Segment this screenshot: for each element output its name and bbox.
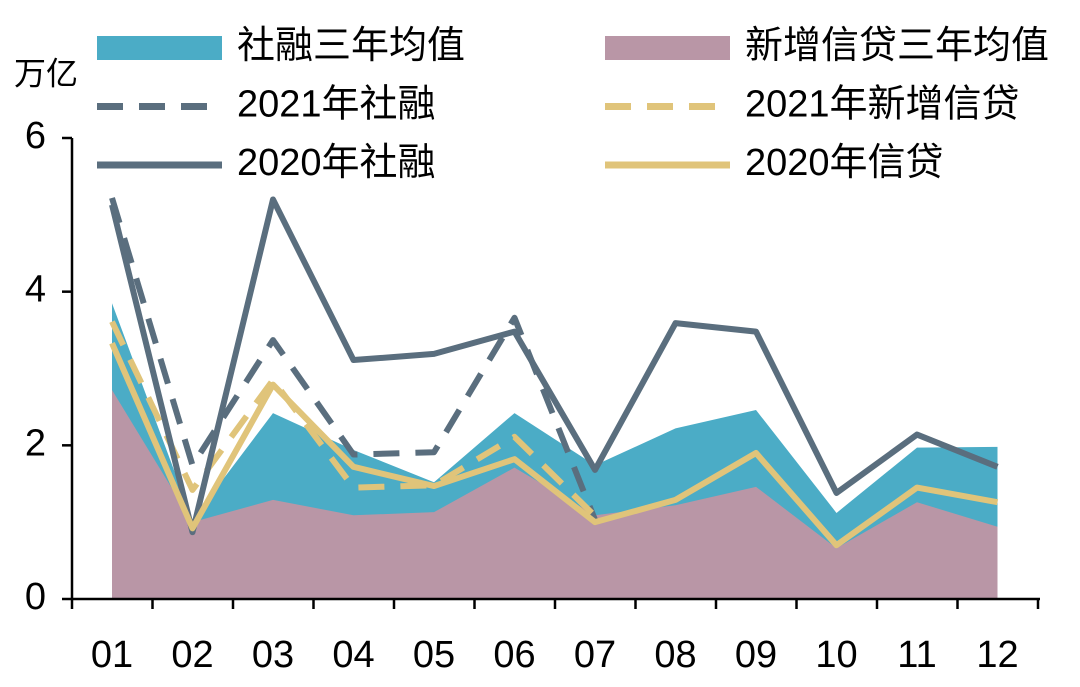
x-tick-label: 07 xyxy=(574,634,616,676)
x-tick-label: 10 xyxy=(815,634,857,676)
legend-swatch xyxy=(97,36,222,60)
y-tick-label: 4 xyxy=(25,269,46,311)
legend-label: 新增信贷三年均值 xyxy=(745,25,1049,67)
legend-label: 2021年社融 xyxy=(237,84,436,126)
legend-label: 2020年社融 xyxy=(237,142,436,184)
line xyxy=(109,196,999,536)
line xyxy=(109,320,598,519)
legend-label: 2021年新增信贷 xyxy=(745,84,1020,126)
y-tick-label: 6 xyxy=(25,115,46,157)
x-tick-label: 12 xyxy=(976,634,1018,676)
x-tick-label: 11 xyxy=(897,634,936,676)
line xyxy=(109,341,999,549)
y-tick-label: 2 xyxy=(25,422,46,464)
x-tick-label: 08 xyxy=(654,634,696,676)
area xyxy=(112,390,998,599)
x-tick-label: 09 xyxy=(735,634,777,676)
legend-swatch xyxy=(605,36,730,60)
x-tick-label: 04 xyxy=(332,634,374,676)
legend-label: 2020年信贷 xyxy=(745,142,944,184)
x-tick-label: 05 xyxy=(413,634,455,676)
y-axis-label: 万亿 xyxy=(14,55,78,91)
x-tick-label: 02 xyxy=(171,634,213,676)
y-tick-label: 0 xyxy=(25,576,46,618)
line xyxy=(109,197,598,521)
x-tick-label: 01 xyxy=(91,634,133,676)
legend-label: 社融三年均值 xyxy=(237,25,465,67)
x-tick-label: 03 xyxy=(252,634,294,676)
x-tick-label: 06 xyxy=(493,634,535,676)
